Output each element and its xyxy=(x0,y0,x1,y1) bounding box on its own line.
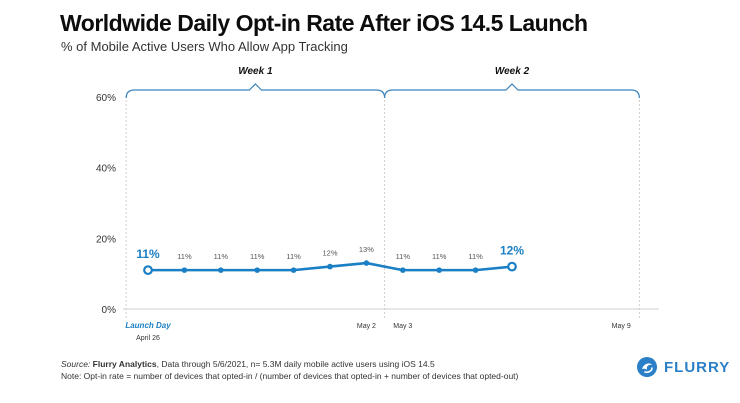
note-line: Note: Opt-in rate = number of devices th… xyxy=(61,371,519,381)
x-tick-label: May 2 xyxy=(357,323,376,330)
week-brackets xyxy=(125,83,640,99)
data-point xyxy=(327,263,333,270)
data-point xyxy=(507,261,517,272)
x-tick-sublabel: April 26 xyxy=(136,335,160,342)
data-label: 11% xyxy=(214,252,229,261)
week-label-1: Week 1 xyxy=(238,66,273,77)
chart-subtitle: % of Mobile Active Users Who Allow App T… xyxy=(61,39,348,54)
chart-title: Worldwide Daily Opt-in Rate After iOS 14… xyxy=(60,10,588,36)
flurry-logo: FLURRY xyxy=(636,356,730,378)
data-label: 13% xyxy=(359,245,374,254)
y-tick-label: 0% xyxy=(102,305,117,316)
flurry-swirl-icon xyxy=(637,357,657,377)
data-point xyxy=(400,267,406,273)
source-label: Source: xyxy=(61,359,91,369)
week-bracket-2 xyxy=(384,83,640,99)
x-tick-label: May 9 xyxy=(612,323,631,330)
source-line: Source: Flurry Analytics, Data through 5… xyxy=(61,358,518,370)
data-point xyxy=(218,267,224,273)
data-label: 12% xyxy=(322,249,337,258)
y-tick-label: 40% xyxy=(96,164,116,175)
label-layer: 60% 40% 20% 0% Week 1 Week 2 11% 11% 11% 11% 11% 12… xyxy=(96,66,631,342)
source-text: , Data through 5/6/2021, n= 5.3M daily m… xyxy=(156,359,435,369)
data-label: 11% xyxy=(177,252,192,261)
x-tick-label: Launch Day xyxy=(125,321,171,330)
y-tick-label: 20% xyxy=(96,234,116,245)
chart-footer: Source: Flurry Analytics, Data through 5… xyxy=(61,358,518,382)
data-point xyxy=(363,260,370,266)
data-label: 11% xyxy=(432,252,447,261)
data-label: 11% xyxy=(136,247,160,261)
data-point xyxy=(254,267,260,273)
data-point xyxy=(436,267,443,273)
y-tick-label: 60% xyxy=(96,93,116,104)
data-label: 11% xyxy=(396,252,411,261)
data-point xyxy=(290,267,297,273)
series-line-layer xyxy=(143,260,517,276)
data-label: 11% xyxy=(250,252,265,261)
source-name: Flurry Analytics xyxy=(92,359,157,369)
week-label-2: Week 2 xyxy=(495,66,530,77)
week-bracket-1 xyxy=(125,83,386,99)
data-point xyxy=(143,265,153,276)
data-label: 11% xyxy=(286,252,301,261)
data-label: 11% xyxy=(468,252,483,261)
data-point xyxy=(472,267,479,273)
data-label: 12% xyxy=(500,244,524,258)
x-tick-label: May 3 xyxy=(393,323,412,330)
flurry-wordmark: FLURRY xyxy=(664,358,731,376)
grid-layer xyxy=(123,100,659,318)
data-point xyxy=(181,267,188,273)
